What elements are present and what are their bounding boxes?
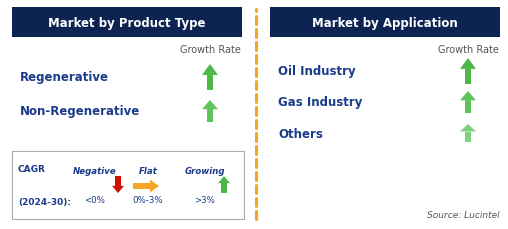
Polygon shape xyxy=(115,176,120,186)
Polygon shape xyxy=(207,76,213,91)
Text: (2024-30):: (2024-30): xyxy=(18,198,71,207)
Text: Source: Lucintel: Source: Lucintel xyxy=(427,210,500,219)
Polygon shape xyxy=(460,92,476,101)
Polygon shape xyxy=(221,183,227,193)
Text: Growing: Growing xyxy=(185,166,225,175)
Polygon shape xyxy=(465,70,471,85)
FancyBboxPatch shape xyxy=(12,8,242,38)
Polygon shape xyxy=(202,101,218,110)
Text: <0%: <0% xyxy=(84,196,106,204)
Polygon shape xyxy=(460,124,476,132)
Text: Growth Rate: Growth Rate xyxy=(437,45,498,55)
Polygon shape xyxy=(460,59,476,70)
Polygon shape xyxy=(112,186,124,193)
FancyBboxPatch shape xyxy=(270,8,500,38)
Text: Market by Application: Market by Application xyxy=(312,16,458,29)
Text: Oil Industry: Oil Industry xyxy=(278,65,356,78)
Polygon shape xyxy=(133,184,150,189)
Text: >3%: >3% xyxy=(195,196,215,204)
Text: 0%-3%: 0%-3% xyxy=(133,196,163,204)
Polygon shape xyxy=(465,101,471,114)
Polygon shape xyxy=(465,132,471,142)
Text: Negative: Negative xyxy=(73,166,117,175)
Polygon shape xyxy=(207,110,213,123)
Polygon shape xyxy=(202,65,218,76)
Text: Regenerative: Regenerative xyxy=(20,71,109,84)
Text: Flat: Flat xyxy=(139,166,157,175)
FancyBboxPatch shape xyxy=(12,151,244,219)
Text: Growth Rate: Growth Rate xyxy=(179,45,240,55)
Polygon shape xyxy=(218,176,230,183)
Text: Market by Product Type: Market by Product Type xyxy=(48,16,206,29)
Text: CAGR: CAGR xyxy=(18,164,46,173)
Text: Gas Industry: Gas Industry xyxy=(278,96,362,109)
Polygon shape xyxy=(150,180,159,193)
Text: Others: Others xyxy=(278,127,323,140)
Text: Non-Regenerative: Non-Regenerative xyxy=(20,105,140,118)
